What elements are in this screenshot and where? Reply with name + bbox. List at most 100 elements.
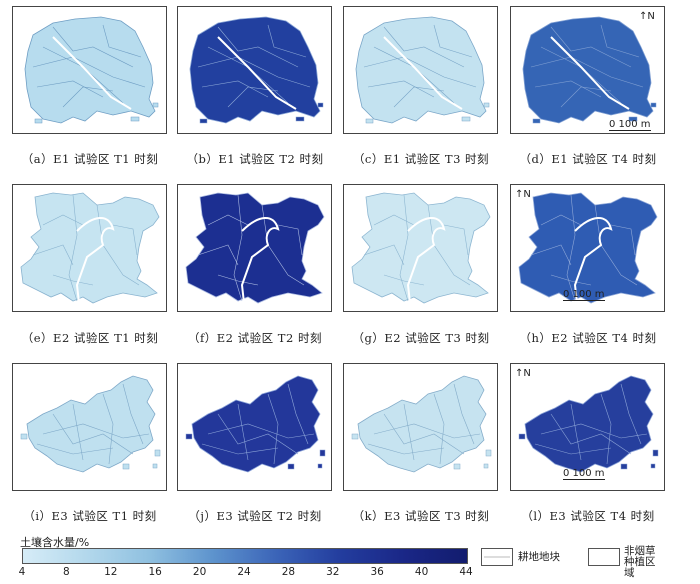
parcel-boundary — [383, 274, 425, 286]
road-gap — [550, 36, 630, 110]
caption-c: （c）E1 试验区 T3 时刻 — [352, 152, 490, 166]
map-panel-b — [177, 6, 332, 134]
field-region — [524, 375, 654, 473]
map-panel-h: ↑N 0 100 m — [510, 184, 665, 312]
outlying-parcel — [518, 433, 526, 440]
field-map — [185, 375, 326, 473]
outlying-parcel — [650, 463, 656, 469]
field-map — [518, 192, 658, 304]
parcel-boundary — [68, 194, 78, 302]
field-region — [189, 16, 321, 124]
field-map — [355, 16, 490, 124]
outlying-parcel — [620, 463, 628, 470]
legend-tick-label: 4 — [18, 566, 26, 578]
map-panel-g — [343, 184, 498, 312]
moisture-color-ramp — [22, 548, 468, 564]
scale-bar: 0 100 m — [563, 468, 605, 480]
non-tobacco-legend-swatch — [588, 548, 620, 566]
field-map — [20, 192, 160, 304]
parcel-boundary — [217, 26, 299, 68]
field-region — [24, 16, 156, 124]
parcel-boundary — [36, 443, 114, 455]
parcel-boundary — [550, 26, 632, 68]
outlying-parcel — [483, 102, 490, 108]
parcel-boundary — [261, 204, 305, 286]
outlying-parcel — [20, 433, 28, 440]
parcel-boundary — [383, 26, 465, 68]
parcel-boundary — [102, 24, 142, 58]
outlying-parcel — [152, 463, 158, 469]
outlying-parcel — [650, 102, 657, 108]
outlying-parcel — [319, 449, 326, 457]
map-panel-a — [12, 6, 167, 134]
outlying-parcel — [317, 463, 323, 469]
field-region — [20, 192, 160, 304]
field-region — [522, 16, 654, 124]
parcel-boundary — [122, 383, 144, 445]
parcel-boundary — [233, 194, 243, 302]
north-arrow-icon: ↑N — [515, 368, 531, 379]
outlying-parcel — [652, 449, 659, 457]
field-region — [355, 16, 487, 124]
parcel-boundary — [570, 403, 582, 461]
map-panel-c — [343, 6, 498, 134]
field-map — [185, 192, 325, 304]
caption-i: （i）E3 试验区 T1 时刻 — [23, 509, 157, 523]
outlying-parcel — [532, 118, 541, 124]
parcel-boundary — [534, 443, 612, 455]
outlying-parcel — [461, 116, 471, 122]
outlying-parcel — [295, 116, 305, 122]
outlying-parcel — [199, 118, 208, 124]
map-panel-k — [343, 363, 498, 491]
road-gap — [75, 217, 115, 304]
parcel-boundary — [534, 80, 602, 98]
map-panel-e — [12, 184, 167, 312]
caption-e: （e）E2 试验区 T1 时刻 — [21, 331, 159, 345]
parcel-boundary — [530, 244, 572, 266]
parcel-boundary — [566, 194, 576, 302]
road-gap — [240, 217, 280, 304]
outlying-parcel — [351, 433, 359, 440]
parcel-boundary — [443, 224, 469, 256]
legend-tick-label: 24 — [237, 566, 251, 578]
field-region — [185, 192, 325, 304]
caption-f: （f）E2 试验区 T2 时刻 — [188, 331, 322, 345]
outlying-parcel — [287, 463, 295, 470]
outlying-parcel — [453, 463, 461, 470]
field-region — [191, 375, 321, 473]
parcel-boundary — [197, 56, 311, 88]
outlying-parcel — [122, 463, 130, 470]
legend-title: 土壤含水量/% — [20, 536, 90, 549]
parcel-boundary — [42, 214, 84, 226]
parcel-boundary — [52, 413, 134, 455]
legend-tick-label: 36 — [370, 566, 384, 578]
parcel-boundary — [72, 403, 84, 461]
parcel-boundary — [36, 80, 104, 98]
parcel-boundary — [32, 244, 74, 266]
legend-tick-label: 28 — [281, 566, 296, 578]
parcel-boundary — [594, 204, 638, 286]
parcel-boundary — [207, 214, 249, 226]
parcel-boundary — [383, 413, 465, 455]
legend-tick-label: 20 — [192, 566, 207, 578]
legend-tick-label: 44 — [459, 566, 473, 578]
north-arrow-icon: ↑N — [639, 11, 655, 22]
outlying-parcel — [483, 463, 489, 469]
parcel-boundary — [267, 393, 279, 465]
caption-k: （k）E3 试验区 T3 时刻 — [352, 509, 490, 523]
scale-bar: 0 100 m — [609, 119, 651, 131]
parcel-boundary — [433, 24, 473, 58]
parcel-boundary — [600, 393, 612, 465]
parcel-boundary — [540, 214, 582, 226]
map-panel-f — [177, 184, 332, 312]
parcel-boundary — [530, 56, 644, 88]
parcel-boundary — [267, 24, 307, 58]
parcel-boundary — [102, 393, 114, 465]
parcel-boundary — [403, 403, 415, 461]
outlying-parcel — [485, 449, 492, 457]
legend-tick-label: 12 — [104, 566, 118, 578]
parcel-boundary — [550, 274, 592, 286]
parcel-boundary — [363, 244, 405, 266]
map-panel-d: ↑N 0 100 m — [510, 6, 665, 134]
field-region — [518, 192, 658, 304]
